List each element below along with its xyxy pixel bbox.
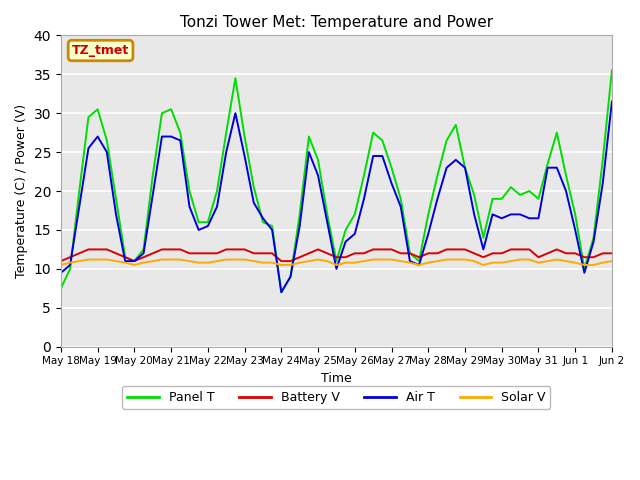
Line: Panel T: Panel T [61, 71, 612, 292]
Air T [250, 200, 258, 205]
Solar V [608, 258, 616, 264]
Solar V [360, 258, 368, 264]
Battery V [360, 251, 368, 256]
Panel T [544, 161, 552, 167]
Solar V [259, 260, 267, 265]
Air T [544, 165, 552, 170]
Battery V [608, 251, 616, 256]
Air T [360, 196, 368, 202]
Y-axis label: Temperature (C) / Power (V): Temperature (C) / Power (V) [15, 104, 28, 278]
Panel T [186, 188, 193, 194]
Panel T [360, 173, 368, 179]
Panel T [397, 196, 404, 202]
Solar V [195, 260, 202, 265]
Panel T [167, 107, 175, 112]
Air T [278, 289, 285, 295]
Panel T [250, 184, 258, 190]
Battery V [195, 251, 202, 256]
Solar V [397, 258, 404, 264]
Air T [397, 204, 404, 209]
Panel T [278, 289, 285, 295]
Battery V [84, 247, 92, 252]
Air T [167, 133, 175, 139]
Solar V [84, 257, 92, 263]
X-axis label: Time: Time [321, 372, 352, 385]
Solar V [544, 258, 552, 264]
Panel T [608, 68, 616, 73]
Title: Tonzi Tower Met: Temperature and Power: Tonzi Tower Met: Temperature and Power [180, 15, 493, 30]
Solar V [57, 262, 65, 268]
Battery V [397, 251, 404, 256]
Battery V [259, 251, 267, 256]
Air T [608, 98, 616, 104]
Text: TZ_tmet: TZ_tmet [72, 44, 129, 57]
Line: Battery V: Battery V [61, 250, 612, 261]
Legend: Panel T, Battery V, Air T, Solar V: Panel T, Battery V, Air T, Solar V [122, 386, 550, 409]
Air T [57, 270, 65, 276]
Battery V [544, 251, 552, 256]
Panel T [57, 286, 65, 291]
Battery V [57, 258, 65, 264]
Air T [186, 204, 193, 209]
Solar V [177, 257, 184, 263]
Line: Air T: Air T [61, 101, 612, 292]
Line: Solar V: Solar V [61, 260, 612, 265]
Battery V [177, 247, 184, 252]
